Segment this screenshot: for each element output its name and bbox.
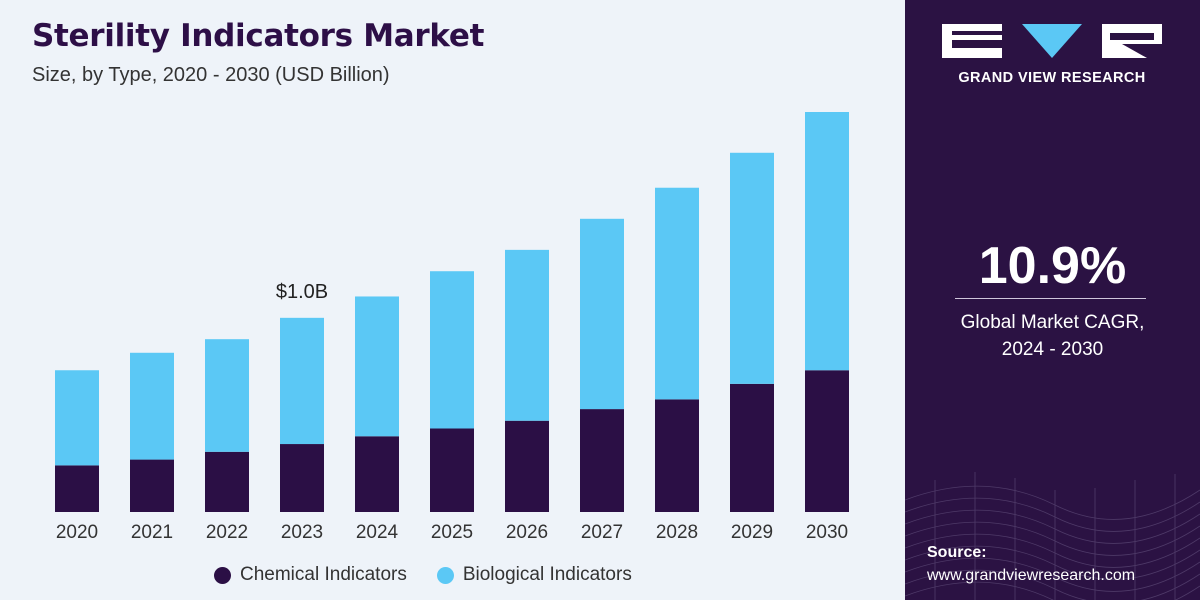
bar-chemical-2027	[580, 409, 624, 512]
cagr-divider	[955, 298, 1146, 299]
x-tick-label-2026: 2026	[506, 522, 548, 543]
grand-view-research-logo: GRAND VIEW RESEARCH	[942, 22, 1162, 86]
bar-biological-2022	[205, 339, 249, 452]
cagr-label: Global Market CAGR, 2024 - 2030	[905, 309, 1200, 363]
bar-chemical-2030	[805, 370, 849, 512]
bar-chemical-2023	[280, 444, 324, 512]
bar-biological-2028	[655, 187, 699, 400]
bar-chemical-2025	[430, 428, 474, 512]
cagr-label-line1: Global Market CAGR,	[960, 312, 1145, 333]
x-tick-label-2027: 2027	[581, 522, 623, 543]
bar-biological-2026	[505, 249, 549, 421]
x-tick-label-2025: 2025	[431, 522, 473, 543]
bar-chemical-2020	[55, 465, 99, 512]
bar-chart: 2020 2021 2022 2023 $1.0B 2024 2025 2026 2027 202…	[55, 112, 849, 543]
source-url[interactable]: www.grandviewresearch.com	[927, 567, 1136, 584]
x-tick-label-2022: 2022	[206, 522, 248, 543]
x-tick-label-2021: 2021	[131, 522, 173, 543]
bar-biological-2020	[55, 370, 99, 466]
cagr-label-line2: 2024 - 2030	[1001, 339, 1104, 360]
bar-chemical-2022	[205, 451, 249, 512]
chart-subtitle: Size, by Type, 2020 - 2030 (USD Billion)	[32, 64, 390, 86]
bar-biological-2029	[730, 152, 774, 384]
x-tick-label-2028: 2028	[656, 522, 698, 543]
bar-biological-2021	[130, 352, 174, 460]
legend-label-biological: Biological Indicators	[462, 564, 632, 585]
bar-chemical-2029	[730, 383, 774, 512]
bar-biological-2025	[430, 271, 474, 429]
chart-title: Sterility Indicators Market	[32, 18, 485, 54]
logo-text: GRAND VIEW RESEARCH	[958, 70, 1146, 86]
annotation-2023: $1.0B	[276, 281, 328, 303]
bar-chemical-2024	[355, 436, 399, 512]
x-tick-label-2030: 2030	[806, 522, 848, 543]
bar-biological-2023	[280, 317, 324, 445]
bar-biological-2027	[580, 218, 624, 410]
chart-panel: Sterility Indicators Market Size, by Typ…	[32, 18, 849, 588]
x-tick-label-2020: 2020	[56, 522, 98, 543]
bar-chemical-2028	[655, 399, 699, 512]
bar-chemical-2021	[130, 459, 174, 512]
bar-chemical-2026	[505, 420, 549, 512]
x-tick-label-2023: 2023	[281, 522, 323, 543]
x-tick-label-2024: 2024	[356, 522, 399, 543]
legend-label-chemical: Chemical Indicators	[240, 564, 407, 585]
legend-item-biological: Biological Indicators	[436, 564, 632, 586]
cagr-value: 10.9%	[978, 237, 1127, 295]
side-panel: GRAND VIEW RESEARCH 10.9% Global Market …	[905, 0, 1200, 600]
legend-item-chemical: Chemical Indicators	[214, 564, 407, 586]
x-tick-label-2029: 2029	[731, 522, 773, 543]
gvr-logo-mark	[942, 24, 1162, 58]
wave-decoration	[905, 472, 1200, 600]
legend-swatch-chemical	[214, 566, 231, 584]
bar-biological-2024	[355, 296, 399, 437]
bar-biological-2030	[805, 112, 849, 371]
legend-swatch-biological	[436, 566, 454, 584]
chart-legend: Chemical Indicators Biological Indicator…	[214, 562, 632, 588]
source-title: Source:	[927, 544, 987, 561]
